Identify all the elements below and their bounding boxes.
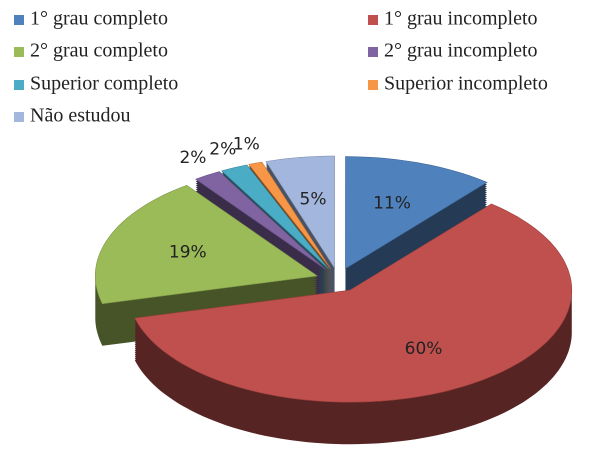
slice xyxy=(265,155,335,270)
data-label: 60% xyxy=(405,339,443,359)
slice xyxy=(95,184,319,305)
slice xyxy=(195,171,327,271)
legend-swatch xyxy=(14,80,24,90)
legend-label: 2° grau incompleto xyxy=(384,40,538,62)
data-label: 11% xyxy=(373,193,411,213)
data-label: 5% xyxy=(300,189,327,209)
legend-swatch xyxy=(368,15,378,25)
legend-swatch xyxy=(14,47,24,57)
legend-label: Não estudou xyxy=(30,105,131,127)
slice xyxy=(134,203,573,403)
legend-swatch xyxy=(14,112,24,122)
legend-label: 1° grau incompleto xyxy=(384,8,538,30)
data-label: 1% xyxy=(233,135,260,155)
legend-swatch xyxy=(368,47,378,57)
data-label: 2% xyxy=(209,140,236,160)
slice xyxy=(221,164,329,270)
legend-label: Superior incompleto xyxy=(384,73,548,95)
legend-swatch xyxy=(368,80,378,90)
slice xyxy=(248,161,331,269)
legend-swatch xyxy=(14,15,24,25)
legend-label: 2° grau completo xyxy=(30,40,168,62)
legend-label: 1° grau completo xyxy=(30,8,168,30)
data-label: 19% xyxy=(169,242,207,262)
slice xyxy=(345,156,488,270)
legend-label: Superior completo xyxy=(30,73,178,95)
data-label: 2% xyxy=(179,148,206,168)
